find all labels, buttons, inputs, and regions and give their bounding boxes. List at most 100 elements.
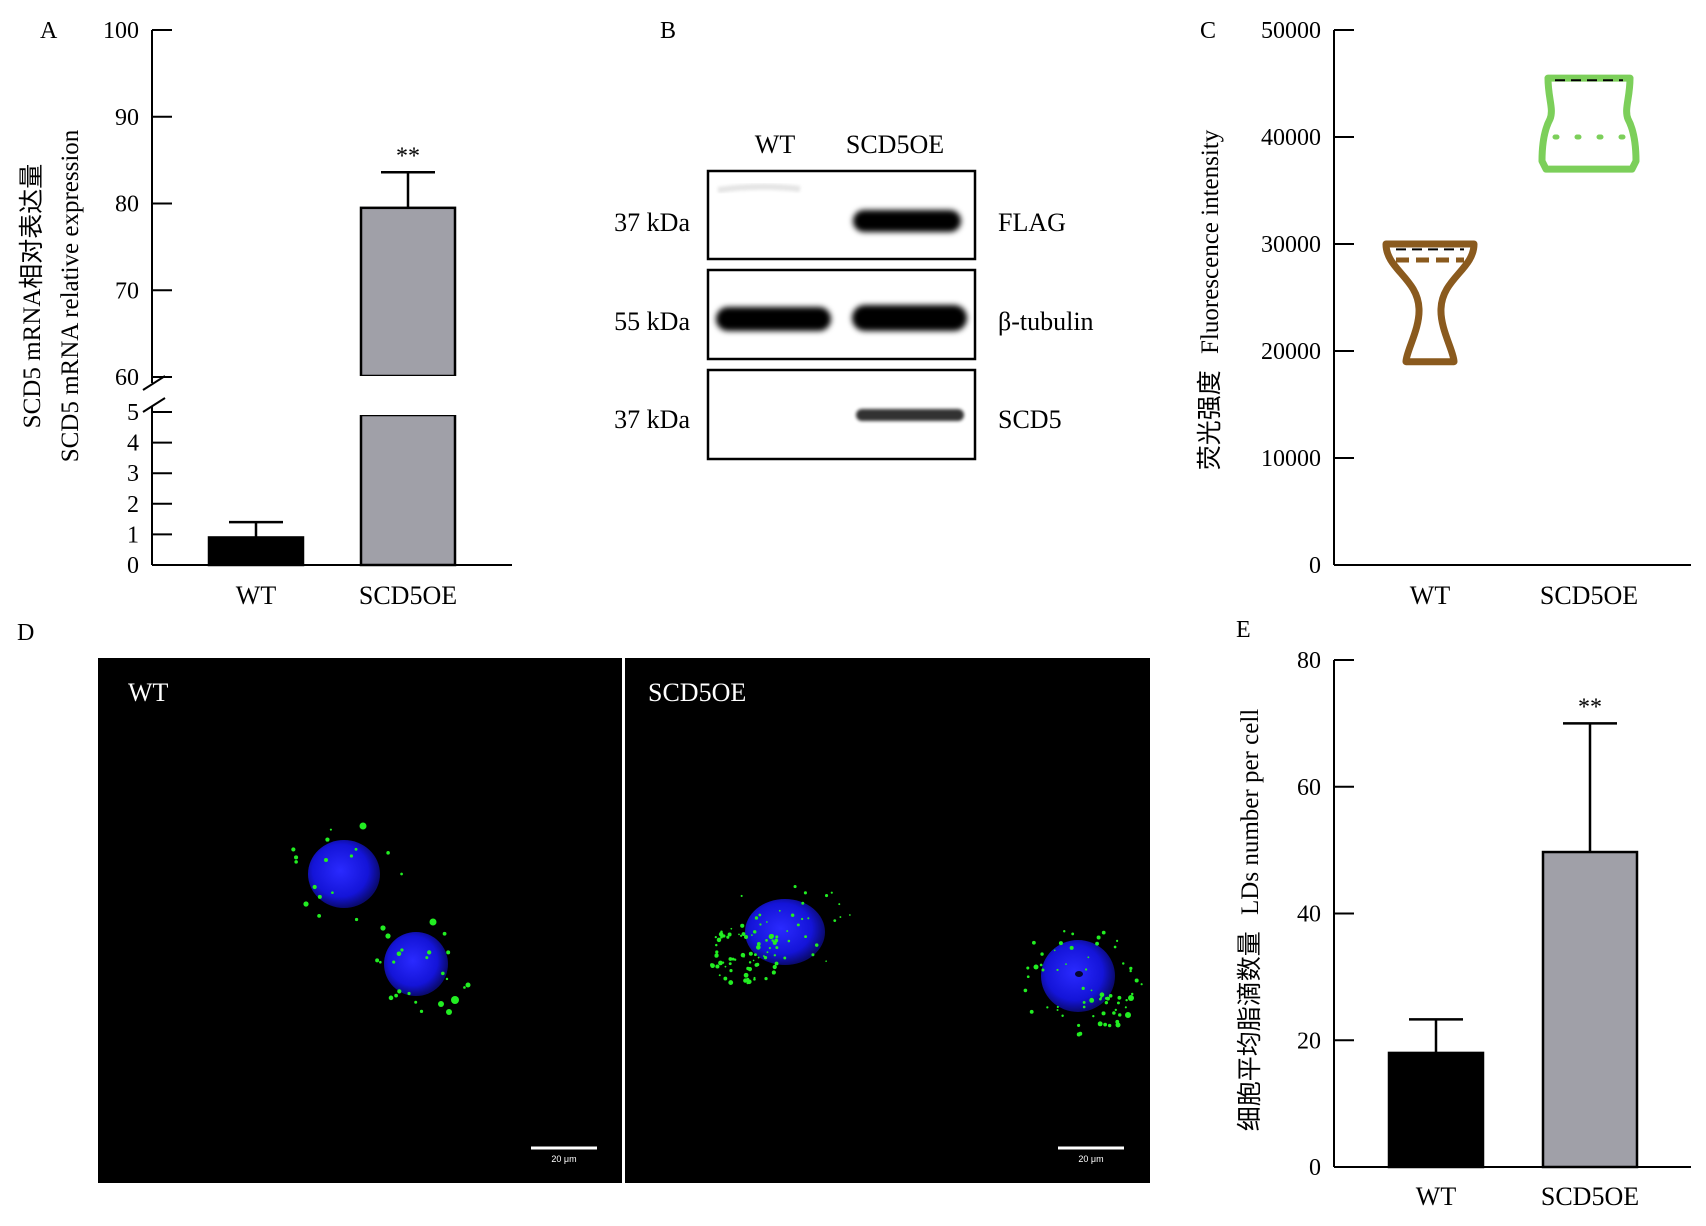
lipid-droplet (803, 891, 807, 895)
lipid-droplet (1125, 998, 1128, 1002)
lipid-droplet (1089, 997, 1095, 1003)
lipid-droplet (833, 919, 837, 923)
lipid-droplet (1053, 949, 1056, 952)
x-tick-label: SCD5OE (1540, 581, 1638, 610)
lipid-droplet (1087, 956, 1090, 959)
axis-break-mark (142, 375, 166, 391)
lipid-droplet (764, 976, 768, 981)
lipid-droplet (766, 951, 769, 954)
y-tick-label: 4 (127, 431, 139, 457)
lipid-droplet (722, 961, 725, 964)
lipid-droplet (1061, 1014, 1064, 1017)
lipid-droplet (753, 978, 756, 981)
scale-bar-label: 20 μm (1078, 1154, 1103, 1164)
lipid-droplet (397, 989, 402, 994)
lipid-droplet (354, 917, 359, 922)
lipid-droplet (1128, 995, 1134, 1001)
lipid-droplet (731, 957, 735, 961)
lipid-droplet (718, 932, 724, 937)
lipid-droplet (1076, 1032, 1081, 1037)
lipid-droplet (1140, 983, 1143, 986)
lipid-droplet (720, 930, 723, 933)
panel-b-western-blot: B WT SCD5OE 37 kDa FLAG 55 kDa β-tubulin… (614, 18, 1094, 461)
lipid-droplet (303, 901, 309, 907)
scale-bar-label: 20 μm (551, 1154, 576, 1164)
lipid-droplet (1122, 962, 1125, 965)
lipid-droplet (465, 982, 471, 988)
lipid-droplet (748, 951, 753, 956)
lipid-droplet (772, 940, 777, 945)
lipid-droplet (349, 854, 354, 858)
lipid-droplet (714, 936, 717, 939)
lipid-droplet (1082, 1005, 1086, 1009)
lipid-droplet (386, 851, 390, 855)
significance-label: ** (1578, 694, 1602, 720)
y-tick-label: 1 (127, 522, 139, 548)
lipid-droplet (765, 939, 768, 942)
y-tick-label: 2 (127, 492, 139, 518)
lipid-droplet (743, 955, 745, 958)
lipid-droplet (753, 930, 757, 934)
lipid-droplet (1092, 1015, 1095, 1018)
lipid-droplet (747, 967, 753, 972)
lipid-droplet (1099, 992, 1105, 998)
lipid-droplet (445, 977, 449, 981)
blot-faint-background (717, 183, 801, 193)
blot-lane-label-wt: WT (755, 130, 796, 159)
lipid-droplet (772, 964, 777, 970)
y-tick-label: 60 (115, 365, 139, 391)
lipid-droplet (1065, 963, 1067, 966)
panel-d-microscopy: D WT 20 μm SCD5OE 20 μm (17, 620, 1150, 1183)
bar (1387, 1051, 1485, 1169)
lipid-droplet (783, 956, 787, 960)
panel-letter-e: E (1236, 617, 1251, 643)
lipid-droplet (762, 955, 765, 957)
lipid-droplet (1058, 941, 1063, 946)
lipid-droplet (446, 950, 451, 955)
panel-c-ylabel-cn: 荧光强度 (1196, 370, 1224, 470)
y-tick-label: 0 (127, 553, 139, 579)
lipid-droplet (775, 935, 779, 939)
y-tick-label: 0 (1309, 553, 1321, 579)
microscopy-label-wt: WT (128, 678, 169, 707)
lipid-droplet (1107, 1023, 1112, 1028)
lipid-droplet (738, 933, 740, 936)
lipid-droplet (740, 923, 745, 928)
lipid-droplet (1081, 986, 1085, 990)
lipid-droplet (743, 972, 749, 978)
lipid-droplet (1077, 1023, 1081, 1028)
y-tick-label: 30000 (1261, 232, 1321, 258)
lipid-droplet (1032, 940, 1036, 945)
panel-a-bars: WT ** SCD5OE (207, 143, 457, 610)
x-tick-label: WT (1410, 581, 1451, 610)
lipid-droplet (324, 858, 328, 862)
panel-e-ylabel-en: LDs number per cell (1237, 709, 1264, 915)
lipid-droplet (1082, 1000, 1086, 1004)
blot-target-label: SCD5 (998, 405, 1062, 434)
lipid-droplet (359, 822, 367, 830)
blot-band (853, 210, 961, 232)
lipid-droplet (1084, 968, 1088, 971)
lipid-droplet (1090, 989, 1093, 992)
lipid-droplet (400, 872, 403, 876)
microscopy-label-scd5oe: SCD5OE (648, 678, 746, 707)
lipid-droplet (787, 939, 791, 943)
lipid-droplet (1033, 964, 1039, 970)
lipid-droplet (730, 927, 733, 930)
y-tick-label: 40 (1297, 902, 1321, 928)
lipid-droplet (331, 891, 334, 895)
lipid-droplet (425, 956, 429, 960)
lipid-droplet (407, 991, 411, 996)
panel-c-axes: 0 10000 20000 30000 40000 50000 (1261, 18, 1691, 579)
nucleus (384, 932, 448, 996)
y-tick-label: 50000 (1261, 18, 1321, 44)
lipid-droplet (800, 917, 804, 921)
lipid-droplet (354, 847, 358, 851)
blot-band (852, 305, 967, 331)
lipid-droplet (755, 962, 760, 967)
lipid-droplet (755, 945, 761, 950)
lipid-droplet (388, 995, 394, 1001)
lipid-droplet (729, 969, 733, 973)
axis-break-mark (142, 397, 166, 413)
blot-size-label: 37 kDa (614, 208, 690, 237)
